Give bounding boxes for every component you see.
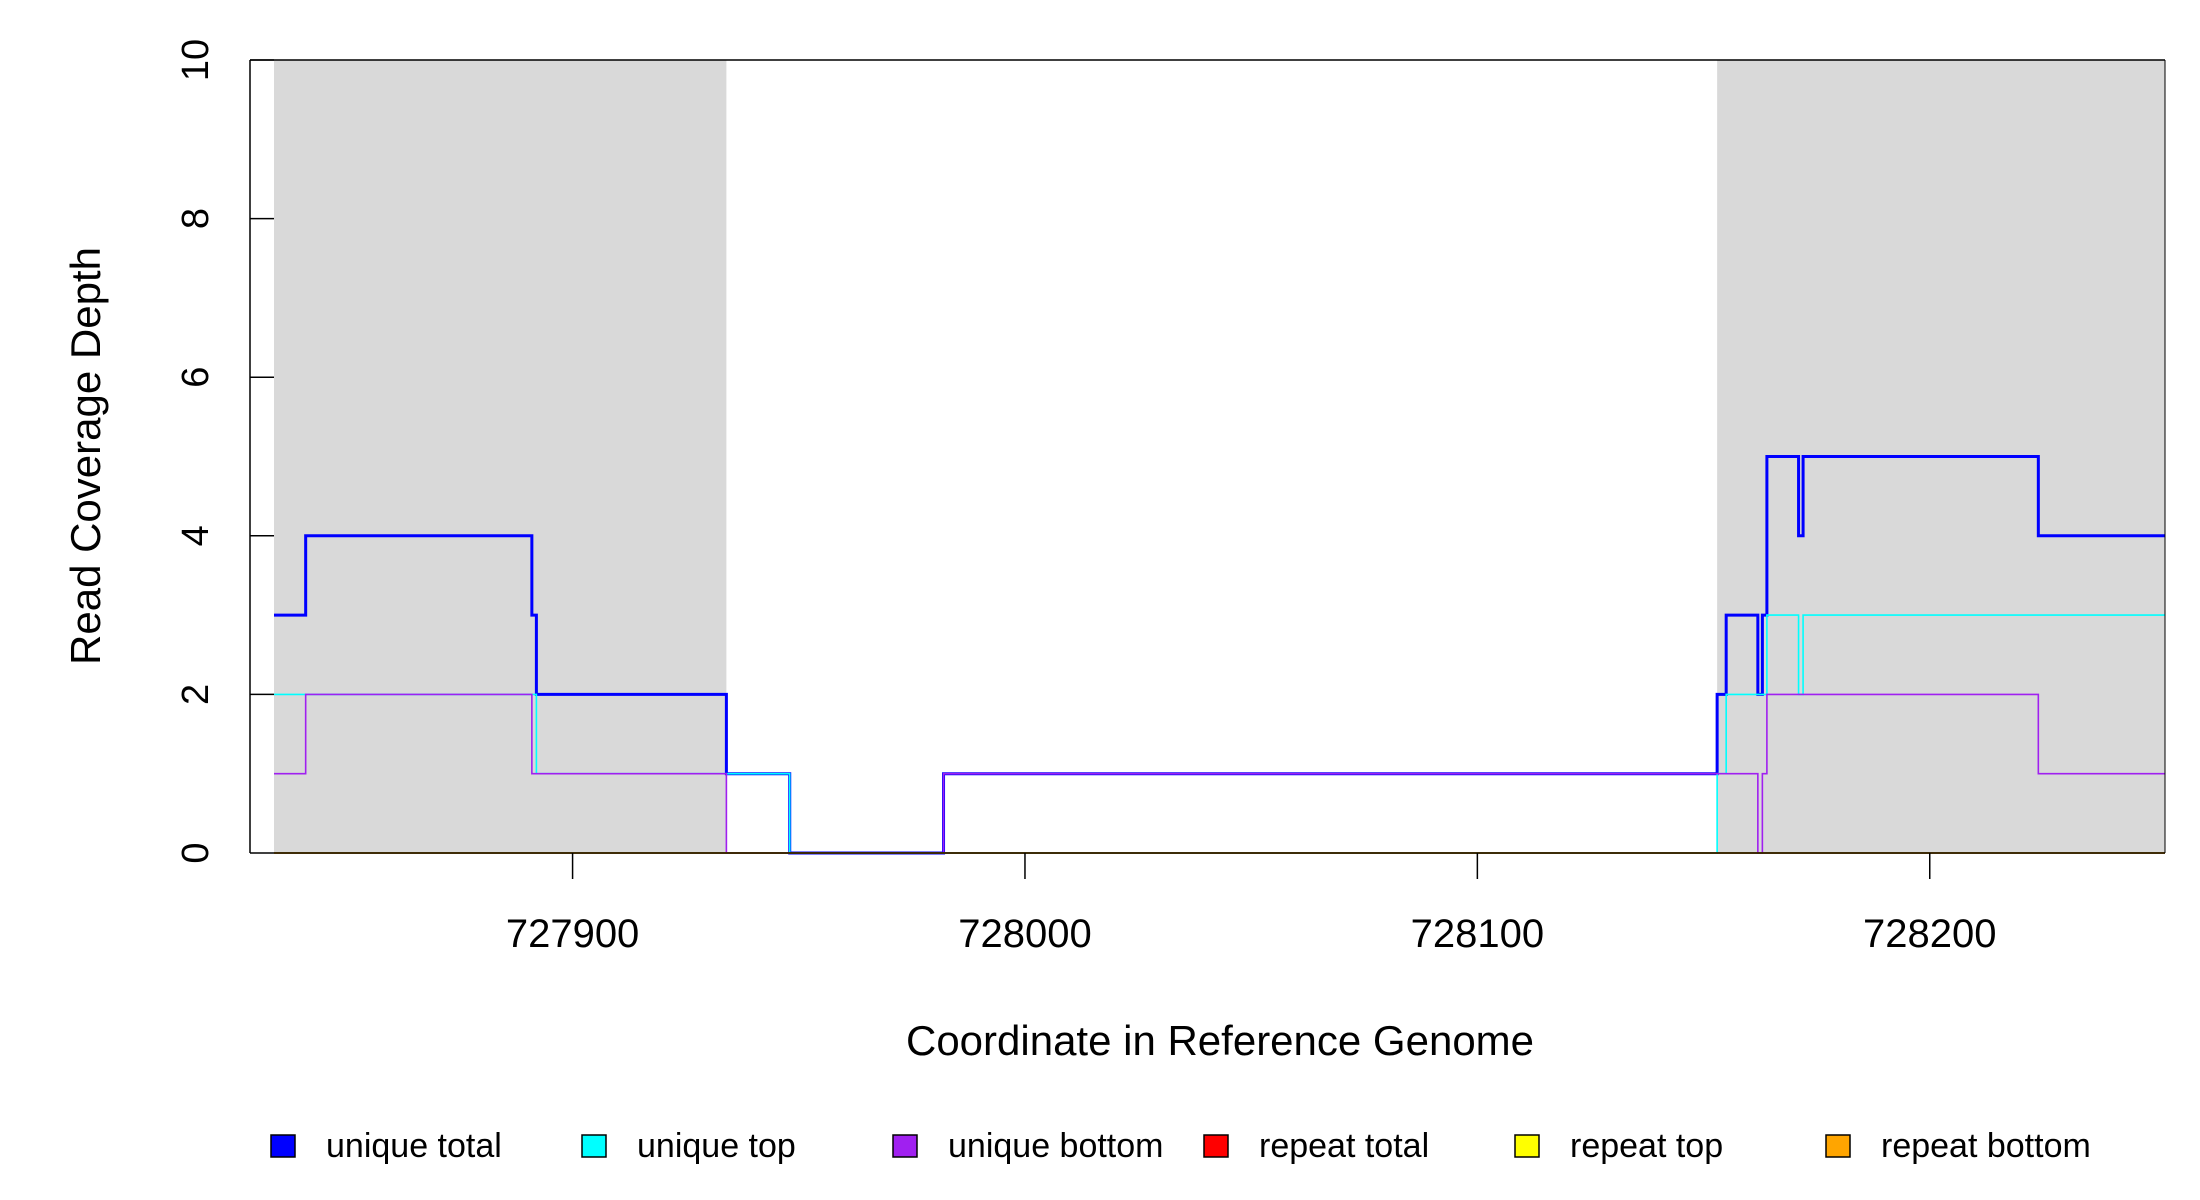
legend-swatch bbox=[581, 1134, 607, 1158]
legend-item: unique total bbox=[270, 1127, 502, 1165]
series-unique-bottom bbox=[274, 693, 2165, 854]
y-tick-label: 8 bbox=[175, 208, 217, 229]
legend-swatch bbox=[1825, 1134, 1851, 1158]
y-tick-label: 2 bbox=[175, 684, 217, 705]
legend-label: repeat bottom bbox=[1881, 1127, 2091, 1165]
series-unique-total bbox=[274, 455, 2165, 855]
legend-item: unique bottom bbox=[892, 1127, 1164, 1165]
legend-item: unique top bbox=[581, 1127, 796, 1165]
y-axis: 0 2 4 6 8 10 bbox=[175, 39, 274, 864]
x-tick-label: 728200 bbox=[1863, 912, 1996, 956]
legend-label: unique top bbox=[637, 1127, 796, 1165]
legend-item: repeat bottom bbox=[1825, 1127, 2091, 1165]
y-axis-label: Read Coverage Depth bbox=[62, 247, 109, 665]
x-tick-label: 728100 bbox=[1411, 912, 1544, 956]
x-axis: 727900 728000 728100 728200 bbox=[274, 852, 2165, 956]
legend-label: unique bottom bbox=[948, 1127, 1164, 1165]
legend-item: repeat top bbox=[1514, 1127, 1723, 1165]
legend-swatch bbox=[270, 1134, 296, 1158]
legend: unique total unique top unique bottom repea… bbox=[270, 1127, 2091, 1165]
legend-swatch bbox=[892, 1134, 918, 1158]
legend-item: repeat total bbox=[1203, 1127, 1429, 1165]
legend-label: repeat top bbox=[1570, 1127, 1723, 1165]
x-tick-label: 727900 bbox=[506, 912, 639, 956]
x-tick-label: 728000 bbox=[958, 912, 1091, 956]
legend-swatch bbox=[1514, 1134, 1540, 1158]
legend-label: unique total bbox=[326, 1127, 502, 1165]
y-tick-label: 10 bbox=[175, 39, 217, 81]
y-tick-label: 4 bbox=[175, 525, 217, 546]
shaded-region bbox=[274, 60, 727, 853]
x-axis-label: Coordinate in Reference Genome bbox=[906, 1017, 1534, 1064]
legend-label: repeat total bbox=[1259, 1127, 1429, 1165]
y-tick-label: 6 bbox=[175, 367, 217, 388]
y-tick-label: 0 bbox=[175, 842, 217, 863]
legend-swatch bbox=[1203, 1134, 1229, 1158]
